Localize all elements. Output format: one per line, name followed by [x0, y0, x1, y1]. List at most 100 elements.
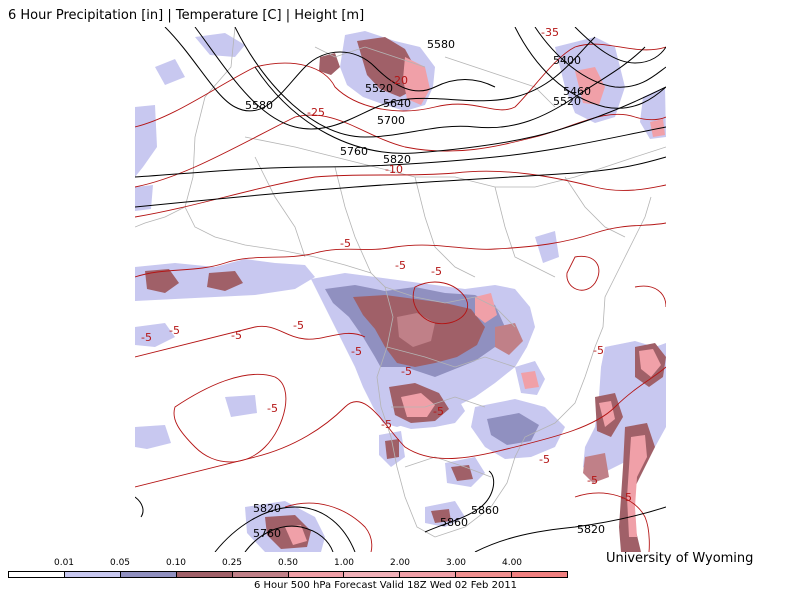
temperature-label: -5	[587, 474, 598, 487]
border	[564, 176, 626, 238]
height-label: 5580	[245, 99, 273, 112]
height-contour	[135, 156, 666, 208]
precipitation-legend: 0.01 0.05 0.10 0.25 0.50 1.00 2.00 3.00 …	[8, 558, 568, 596]
temperature-label: -5	[401, 365, 412, 378]
border	[334, 166, 372, 274]
legend-label: 0.10	[165, 558, 187, 568]
temperature-label: -5	[431, 265, 442, 278]
temperature-labels: -35 -20 -25 -10 -5 -5 -5 -5 -5 -5 -5 -5 …	[141, 27, 632, 504]
height-contour	[244, 525, 334, 552]
temperature-contour	[173, 373, 287, 463]
legend-swatch	[120, 572, 177, 577]
precip-blob	[357, 37, 417, 97]
precip-blob	[487, 413, 539, 445]
temperature-contour	[135, 43, 666, 128]
temperature-contour	[135, 325, 366, 358]
border	[384, 286, 516, 328]
temperature-contour	[135, 170, 666, 218]
border	[391, 396, 486, 408]
height-contour	[234, 27, 646, 138]
height-label: 5820	[383, 153, 411, 166]
temperature-contour	[574, 492, 650, 552]
temperature-contour	[284, 502, 373, 552]
border	[414, 176, 476, 278]
height-label: 5520	[365, 82, 393, 95]
height-contour	[135, 496, 144, 518]
height-contour	[514, 27, 666, 109]
precip-blob	[285, 525, 307, 545]
coastline	[135, 27, 236, 228]
height-contours	[135, 27, 666, 552]
temperature-label: -5	[293, 319, 304, 332]
source-credit: University of Wyoming	[606, 551, 754, 566]
height-label: 5860	[440, 516, 468, 529]
legend-swatch	[288, 572, 345, 577]
precip-blob	[401, 393, 435, 417]
height-label: 5640	[383, 97, 411, 110]
weather-map-canvas: 5580 5520 5640 5700 5760 5820 5580 5400 …	[135, 27, 666, 552]
precip-blob	[155, 59, 185, 85]
height-label: 5700	[377, 114, 405, 127]
legend-swatch	[512, 572, 568, 577]
legend-swatch	[344, 572, 401, 577]
temperature-contour	[412, 281, 468, 325]
precip-blob	[535, 231, 559, 263]
height-label: 5400	[553, 54, 581, 67]
precip-blob	[403, 57, 430, 105]
height-contour	[574, 27, 666, 64]
legend-swatch	[456, 572, 513, 577]
legend-label: 0.50	[277, 558, 299, 568]
border	[444, 56, 556, 108]
height-label: 5520	[553, 95, 581, 108]
precip-blob	[627, 435, 647, 537]
legend-label: 2.00	[389, 558, 411, 568]
height-label: 5580	[427, 38, 455, 51]
height-label: 5820	[253, 502, 281, 515]
height-contour	[424, 470, 495, 533]
legend-label: 4.00	[501, 558, 523, 568]
temperature-label: -35	[541, 27, 559, 39]
forecast-caption: 6 Hour 500 hPa Forecast Valid 18Z Wed 02…	[254, 580, 518, 591]
height-contour	[164, 27, 496, 112]
precip-blob	[431, 509, 451, 523]
temperature-label: -5	[351, 345, 362, 358]
legend-label: 0.05	[109, 558, 131, 568]
precip-blob	[650, 119, 665, 137]
temperature-contour	[135, 222, 666, 278]
legend-swatch	[64, 572, 121, 577]
temperature-label: -5	[231, 329, 242, 342]
legend-label: 1.00	[333, 558, 355, 568]
legend-swatch	[232, 572, 289, 577]
height-labels: 5580 5520 5640 5700 5760 5820 5580 5400 …	[245, 38, 605, 540]
coastline	[244, 136, 666, 188]
border	[254, 156, 306, 258]
precip-blob	[475, 293, 497, 323]
temperature-label: -5	[395, 259, 406, 272]
height-contour	[194, 27, 596, 130]
temperature-label: -5	[267, 402, 278, 415]
legend-swatch	[176, 572, 233, 577]
precip-blob	[385, 439, 399, 459]
map-title: 6 Hour Precipitation [in] | Temperature …	[8, 8, 365, 23]
legend-label: 0.25	[221, 558, 243, 568]
precip-blob	[639, 349, 661, 377]
temperature-label: -5	[539, 453, 550, 466]
height-contour	[254, 66, 666, 154]
temperature-label: -5	[381, 418, 392, 431]
temperature-label: -5	[169, 324, 180, 337]
precip-blob	[583, 453, 609, 483]
temperature-label: -5	[593, 344, 604, 357]
legend-label: 3.00	[445, 558, 467, 568]
temperature-label: -5	[141, 331, 152, 344]
border	[404, 456, 492, 478]
precip-blob	[135, 425, 171, 449]
precipitation-layer	[135, 31, 666, 552]
precip-blob	[521, 371, 539, 389]
temperature-contours	[135, 43, 666, 552]
precip-blob	[451, 465, 473, 481]
precip-blob	[135, 185, 153, 211]
temperature-contour	[135, 366, 666, 488]
precip-blob	[145, 269, 179, 293]
height-contour	[214, 506, 356, 552]
border	[494, 186, 556, 278]
